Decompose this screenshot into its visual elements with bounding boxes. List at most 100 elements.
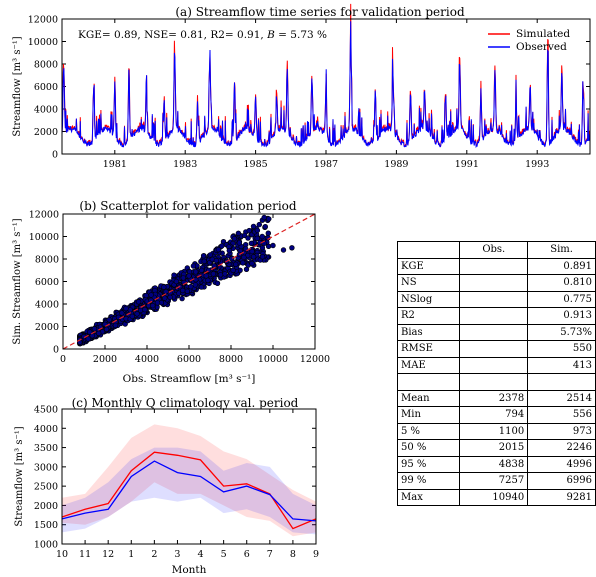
scatter-point — [270, 242, 276, 249]
stats-label: Max — [396, 488, 461, 506]
legend-label-simulated: Simulated — [516, 28, 570, 40]
y-tick-label: 10000 — [28, 37, 58, 48]
stats-row: NS 0.810 — [396, 274, 596, 292]
scatter-point — [217, 272, 224, 278]
band-simulated — [62, 424, 316, 537]
band-observed — [62, 447, 316, 535]
y-tick-label: 3500 — [34, 443, 58, 454]
scatter-point — [200, 253, 207, 259]
stats-label: 99 % — [396, 472, 461, 490]
scatter-point — [254, 235, 260, 242]
scatter-point — [265, 230, 271, 236]
y-tick-label: 8000 — [34, 60, 58, 71]
scatter-point — [86, 329, 93, 335]
stats-header-sim: Sim. — [527, 241, 596, 259]
stats-label — [396, 373, 461, 391]
stats-sim — [527, 373, 596, 391]
scatter-point — [222, 271, 228, 277]
timeseries-plot: 0 2000 4000 6000 8000 10000 12000 1981 1983 1985 1… — [28, 3, 591, 170]
stats-obs — [459, 340, 529, 358]
scatter-point — [179, 295, 185, 302]
x-tick-label: 11 — [79, 549, 91, 560]
scatter-point — [249, 260, 255, 267]
stats-obs: 7257 — [459, 472, 529, 490]
stats-label: Mean — [396, 389, 461, 407]
scatter-point — [240, 260, 246, 266]
y-tick-label: 6000 — [34, 82, 58, 93]
stats-label: 95 % — [396, 455, 461, 473]
scatter-point — [192, 282, 199, 288]
stats-row-blank — [396, 373, 596, 391]
scatter-point — [123, 305, 129, 312]
stats-obs — [459, 274, 529, 292]
scatter-point — [186, 273, 192, 279]
timeseries-title: (a) Streamflow time series for validatio… — [175, 5, 465, 19]
scatter-point — [119, 310, 125, 316]
scatter-point — [261, 214, 267, 221]
scatter-point — [198, 284, 205, 290]
scatter-point — [171, 272, 177, 278]
scatter-point — [167, 294, 173, 300]
stats-label: 5 % — [396, 422, 461, 440]
y-tick-label: 12000 — [28, 15, 58, 26]
scatter-point — [250, 254, 257, 260]
scatter-point — [246, 227, 252, 234]
y-tick-label: 0 — [52, 150, 58, 161]
y-tick-label: 3000 — [34, 462, 58, 473]
stats-sim: 0.810 — [527, 274, 596, 292]
stats-sim: 5.73% — [527, 323, 596, 341]
scatter-point — [280, 247, 287, 253]
scatter-point — [235, 230, 242, 237]
climatology-title: (c) Monthly Q climatology val. period — [72, 396, 299, 410]
stats-label: Bias — [396, 323, 461, 341]
scatter-point — [259, 233, 265, 240]
x-tick-label: 2 — [151, 549, 157, 560]
scatter-point — [173, 278, 180, 285]
scatter-point — [148, 292, 154, 298]
scatter-point — [259, 254, 266, 260]
scatter-title: (b) Scatterplot for validation period — [79, 199, 296, 213]
x-tick-label: 6 — [244, 549, 250, 560]
scatter-point — [210, 271, 217, 277]
stats-label: 50 % — [396, 439, 461, 457]
stats-label: KGE — [396, 257, 461, 275]
scatter-point — [193, 277, 199, 283]
scatter-point — [142, 306, 148, 313]
scatter-point — [135, 299, 142, 305]
stats-label: MAE — [396, 356, 461, 374]
y-tick-label: 4000 — [34, 424, 58, 435]
stats-obs — [459, 257, 529, 275]
y-tick-label: 4500 — [34, 405, 58, 416]
scatter-point — [95, 330, 102, 336]
scatter-point — [193, 269, 199, 275]
scatter-point — [188, 283, 194, 290]
scatter-point — [203, 273, 209, 279]
scatter-point — [250, 223, 257, 230]
scatter-point — [248, 240, 255, 247]
scatter-point — [215, 246, 222, 253]
y-tick-label: 1000 — [34, 540, 58, 551]
x-tick-label: 5 — [221, 549, 227, 560]
x-tick-label: 2000 — [93, 354, 117, 365]
y-tick-label: 4000 — [35, 300, 59, 311]
stats-sim: 556 — [527, 406, 596, 424]
scatter-point — [214, 280, 221, 286]
scatter-point — [106, 317, 112, 323]
stats-sim: 4996 — [527, 455, 596, 473]
timeseries-frame — [61, 18, 591, 155]
stats-row: Bias 5.73% — [396, 323, 596, 341]
scatter-point — [207, 252, 214, 258]
x-tick-label: 6000 — [177, 354, 201, 365]
y-tick-label: 2500 — [34, 482, 58, 493]
y-tick-label: 1500 — [34, 520, 58, 531]
y-tick-label: 2000 — [34, 501, 58, 512]
stats-row: R2 0.913 — [396, 307, 596, 325]
scatter-point — [162, 295, 168, 301]
y-tick-label: 8000 — [35, 255, 59, 266]
x-tick-label: 12000 — [300, 354, 330, 365]
stats-row: NSlog 0.775 — [396, 290, 596, 308]
scatter-point — [161, 284, 167, 290]
scatter-point — [254, 227, 261, 234]
